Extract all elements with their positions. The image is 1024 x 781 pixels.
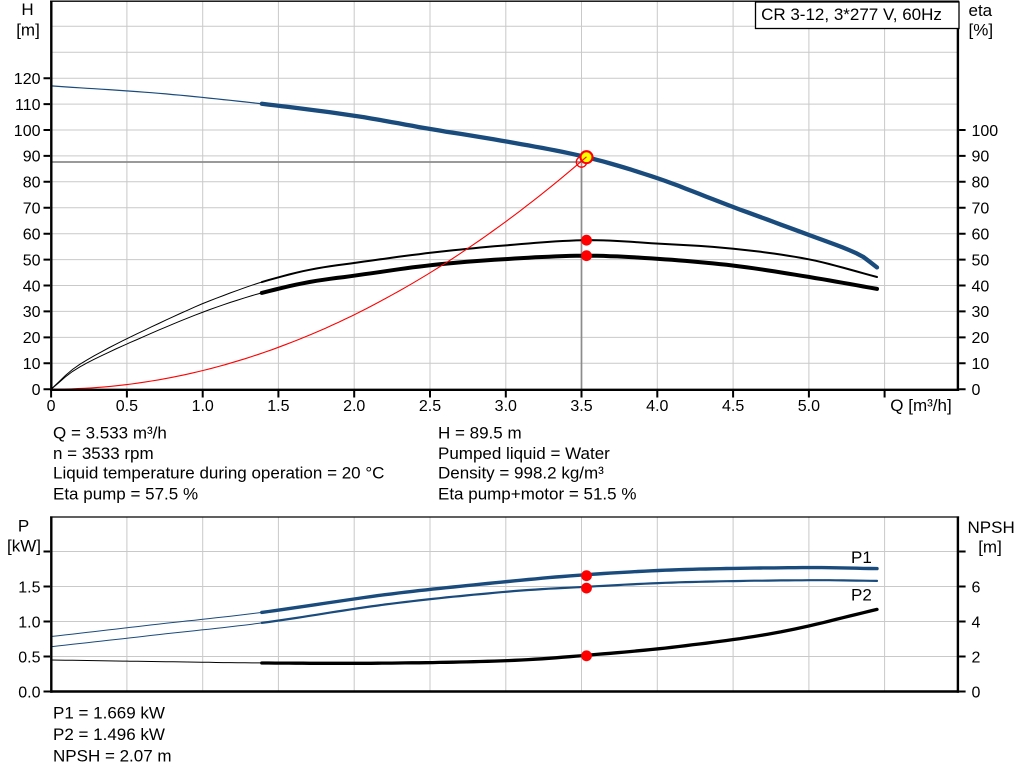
- svg-text:20: 20: [972, 330, 990, 347]
- svg-text:0.5: 0.5: [18, 649, 40, 666]
- svg-text:50: 50: [23, 252, 41, 269]
- svg-text:P2: P2: [851, 586, 872, 605]
- svg-text:100: 100: [14, 123, 41, 140]
- svg-text:Density = 998.2 kg/m³: Density = 998.2 kg/m³: [438, 464, 604, 483]
- svg-text:P1: P1: [851, 548, 872, 567]
- svg-text:60: 60: [23, 226, 41, 243]
- svg-text:90: 90: [23, 149, 41, 166]
- svg-text:20: 20: [23, 330, 41, 347]
- svg-text:H = 89.5 m: H = 89.5 m: [438, 424, 522, 443]
- svg-text:30: 30: [23, 304, 41, 321]
- svg-text:0: 0: [972, 382, 981, 399]
- svg-text:Liquid temperature during oper: Liquid temperature during operation = 20…: [53, 464, 384, 483]
- svg-text:Q [m³/h]: Q [m³/h]: [890, 396, 951, 415]
- svg-text:n = 3533 rpm: n = 3533 rpm: [53, 444, 154, 463]
- svg-text:2.5: 2.5: [419, 398, 441, 415]
- svg-text:4.0: 4.0: [646, 398, 668, 415]
- svg-text:4.5: 4.5: [722, 398, 744, 415]
- svg-text:H: H: [21, 0, 33, 19]
- svg-text:10: 10: [972, 356, 990, 373]
- svg-text:1.5: 1.5: [18, 579, 40, 596]
- svg-text:120: 120: [14, 71, 41, 88]
- svg-text:80: 80: [972, 175, 990, 192]
- svg-text:40: 40: [972, 278, 990, 295]
- svg-text:1.0: 1.0: [192, 398, 214, 415]
- svg-text:2: 2: [972, 649, 981, 666]
- svg-text:0: 0: [32, 382, 41, 399]
- svg-text:Pumped liquid = Water: Pumped liquid = Water: [438, 444, 610, 463]
- svg-text:1.5: 1.5: [267, 398, 289, 415]
- svg-text:1.0: 1.0: [18, 614, 40, 631]
- svg-text:6: 6: [972, 579, 981, 596]
- svg-text:80: 80: [23, 175, 41, 192]
- svg-text:10: 10: [23, 356, 41, 373]
- svg-text:NPSH: NPSH: [968, 518, 1015, 537]
- svg-text:Eta pump = 57.5 %: Eta pump = 57.5 %: [53, 485, 198, 504]
- svg-text:P2 = 1.496 kW: P2 = 1.496 kW: [53, 725, 165, 744]
- svg-text:Eta pump+motor = 51.5 %: Eta pump+motor = 51.5 %: [438, 485, 636, 504]
- svg-text:60: 60: [972, 226, 990, 243]
- svg-text:4: 4: [972, 614, 981, 631]
- svg-text:[m]: [m]: [16, 20, 40, 39]
- svg-text:Q = 3.533 m³/h: Q = 3.533 m³/h: [53, 424, 167, 443]
- svg-text:3.0: 3.0: [495, 398, 517, 415]
- svg-text:CR 3-12, 3*277 V, 60Hz: CR 3-12, 3*277 V, 60Hz: [761, 5, 942, 24]
- svg-text:110: 110: [15, 97, 41, 114]
- svg-text:40: 40: [23, 278, 41, 295]
- svg-text:5.0: 5.0: [798, 398, 820, 415]
- svg-text:P: P: [18, 517, 29, 536]
- svg-text:0: 0: [47, 398, 56, 415]
- svg-text:[%]: [%]: [969, 20, 994, 39]
- svg-text:0.5: 0.5: [116, 398, 138, 415]
- svg-text:70: 70: [23, 201, 41, 218]
- svg-text:30: 30: [972, 304, 990, 321]
- svg-text:eta: eta: [969, 1, 993, 20]
- svg-text:2.0: 2.0: [343, 398, 365, 415]
- svg-text:0: 0: [972, 684, 981, 701]
- svg-text:50: 50: [972, 252, 990, 269]
- svg-text:70: 70: [972, 201, 990, 218]
- svg-text:100: 100: [972, 123, 999, 140]
- svg-text:[m]: [m]: [978, 538, 1002, 557]
- svg-text:NPSH = 2.07 m: NPSH = 2.07 m: [53, 747, 172, 766]
- svg-text:P1 = 1.669 kW: P1 = 1.669 kW: [53, 704, 165, 723]
- svg-text:[kW]: [kW]: [7, 536, 41, 555]
- svg-text:90: 90: [972, 149, 990, 166]
- svg-text:0.0: 0.0: [18, 684, 40, 701]
- svg-text:3.5: 3.5: [570, 398, 592, 415]
